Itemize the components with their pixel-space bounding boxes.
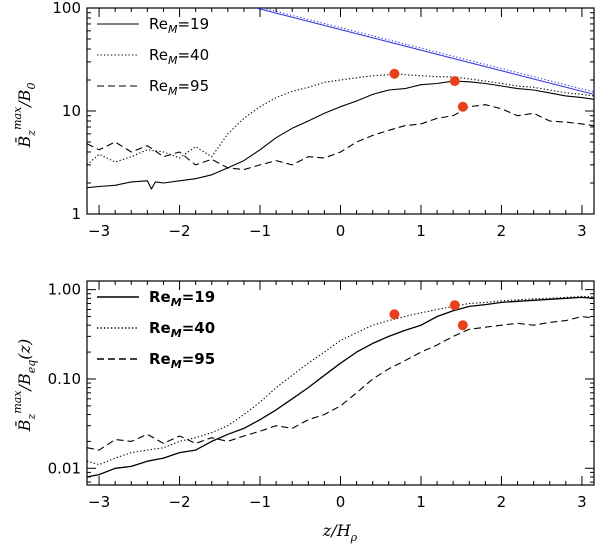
x-tick-label: −1 (249, 222, 271, 240)
x-tick-label: 3 (577, 222, 587, 240)
top-y-axis-title: B̄zmax/B0 (11, 83, 38, 149)
x-tick-label: 1 (416, 222, 426, 240)
series-line-reference-blue (255, 8, 594, 95)
x-tick-label: 2 (497, 222, 507, 240)
series-line-re-m-40 (87, 73, 594, 166)
x-tick-label: 0 (336, 493, 346, 511)
marker-point (389, 68, 400, 79)
bottom-panel: −3 −2 −1 0 1 2 3 0.01 0.10 1.00 ReM=19 ReM=40 ReM=95 (48, 280, 595, 511)
x-tick-label: 1 (416, 493, 426, 511)
y-tick-label: 100 (52, 0, 81, 17)
marker-point (449, 76, 460, 87)
series-line-re-m-19 (87, 80, 594, 190)
legend-label: ReM=40 (149, 46, 209, 67)
series-line-re-m-95 (87, 104, 594, 171)
marker-point (449, 300, 460, 311)
x-tick-label: 2 (497, 493, 507, 511)
bottom-y-axis-title: B̄zmax/Beq(z) (11, 339, 38, 432)
x-tick-label: 3 (577, 493, 587, 511)
marker-point (457, 320, 468, 331)
legend-label: ReM=19 (149, 288, 215, 309)
top-panel: −3 −2 −1 0 1 2 3 1 10 100 ReM=19 ReM=40 ReM=95 (52, 0, 595, 240)
legend-label: ReM=95 (149, 350, 215, 371)
legend-label: ReM=40 (149, 319, 215, 340)
y-tick-label: 0.01 (48, 459, 81, 477)
x-tick-label: −3 (88, 222, 110, 240)
series-line-re-m-95 (87, 315, 594, 451)
y-tick-label: 0.10 (48, 370, 81, 388)
x-tick-label: −2 (168, 222, 190, 240)
plot-frame (86, 280, 595, 486)
series-line-re-m-40 (87, 295, 594, 466)
y-tick-label: 1.00 (48, 281, 81, 299)
x-tick-label: −3 (88, 493, 110, 511)
x-tick-label: 0 (336, 222, 346, 240)
series-line-re-m-19 (87, 296, 594, 478)
x-tick-label: −1 (249, 493, 271, 511)
marker-point (457, 101, 468, 112)
x-tick-label: −2 (168, 493, 190, 511)
x-axis-title: z/Hρ (322, 521, 358, 544)
y-tick-label: 10 (62, 102, 81, 120)
y-tick-label: 1 (71, 205, 81, 223)
marker-point (389, 309, 400, 320)
series-line-reference-blue-dotted (260, 8, 594, 93)
legend-label: ReM=95 (149, 77, 209, 98)
legend-label: ReM=19 (149, 15, 209, 36)
